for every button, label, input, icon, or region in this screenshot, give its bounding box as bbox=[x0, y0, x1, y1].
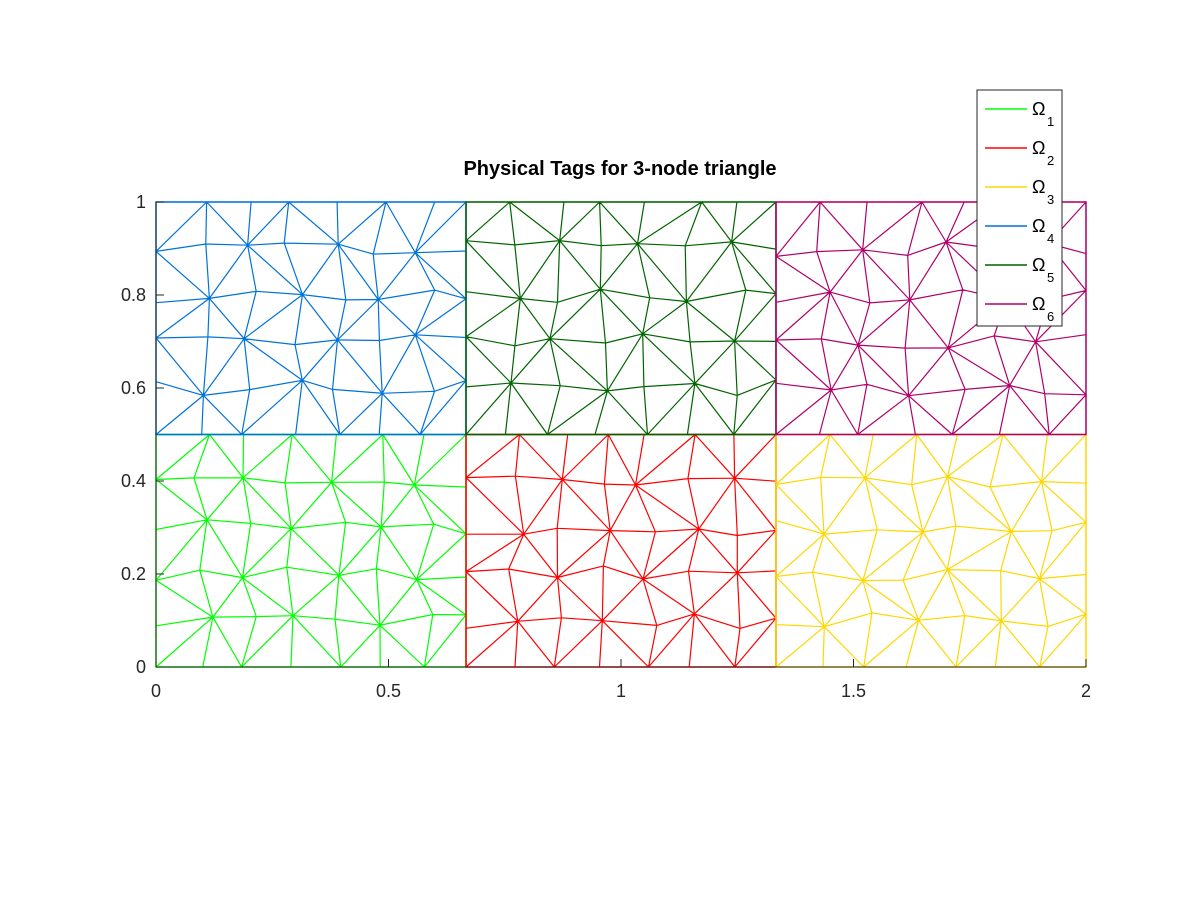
y-tick-label: 1 bbox=[136, 192, 146, 212]
y-tick-label: 0.4 bbox=[121, 471, 146, 491]
mesh-layer bbox=[155, 201, 1087, 668]
y-tick-label: 0 bbox=[136, 657, 146, 677]
legend-item-omega-2: Ω2 bbox=[985, 138, 1054, 168]
legend-label: Ω bbox=[1032, 294, 1045, 314]
legend-label-subscript: 5 bbox=[1047, 270, 1054, 285]
axes: 0 0.5 1 1.5 2 0 0.2 0.4 0.6 0.8 1 bbox=[121, 192, 1091, 701]
x-tick-label: 2 bbox=[1081, 681, 1091, 701]
legend-item-omega-3: Ω3 bbox=[985, 177, 1054, 207]
y-tick-label: 0.2 bbox=[121, 564, 146, 584]
y-tick-label: 0.6 bbox=[121, 378, 146, 398]
x-tick-label: 0 bbox=[151, 681, 161, 701]
legend-label-subscript: 4 bbox=[1047, 231, 1054, 246]
y-tick-label: 0.8 bbox=[121, 285, 146, 305]
legend-item-omega-1: Ω1 bbox=[985, 99, 1054, 129]
legend-label: Ω bbox=[1032, 255, 1045, 275]
legend-label-subscript: 1 bbox=[1047, 114, 1054, 129]
legend-item-omega-6: Ω6 bbox=[985, 294, 1054, 324]
legend-item-omega-5: Ω5 bbox=[985, 255, 1054, 285]
legend-label-subscript: 6 bbox=[1047, 309, 1054, 324]
legend-label: Ω bbox=[1032, 138, 1045, 158]
legend-label: Ω bbox=[1032, 216, 1045, 236]
legend-label-subscript: 3 bbox=[1047, 192, 1054, 207]
x-tick-label: 1 bbox=[616, 681, 626, 701]
legend-label: Ω bbox=[1032, 177, 1045, 197]
x-tick-label: 0.5 bbox=[376, 681, 401, 701]
legend-item-omega-4: Ω4 bbox=[985, 216, 1054, 246]
x-tick-label: 1.5 bbox=[841, 681, 866, 701]
legend-box bbox=[976, 89, 1063, 327]
chart-title: Physical Tags for 3-node triangle bbox=[463, 158, 776, 180]
legend-label: Ω bbox=[1032, 99, 1045, 119]
legend-label-subscript: 2 bbox=[1047, 153, 1054, 168]
region-boundary-omega-6 bbox=[775, 201, 1087, 436]
